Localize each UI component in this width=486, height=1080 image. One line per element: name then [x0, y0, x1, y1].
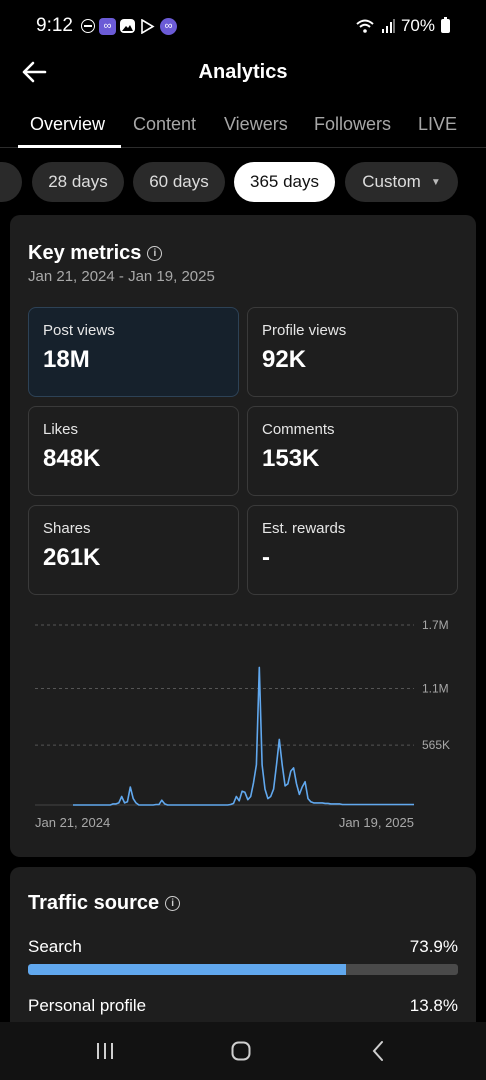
post-views-chart: 1.7M 1.1M 565K Jan 21, 2024 Jan 19, 2025: [35, 618, 450, 830]
chip-custom-label: Custom: [362, 172, 421, 191]
metric-label: Profile views: [262, 322, 347, 339]
key-metrics-title: Key metrics i: [28, 242, 163, 265]
key-metrics-card: Key metrics i Jan 21, 2024 - Jan 19, 202…: [10, 215, 476, 857]
notification-icons: ∞ ∞: [80, 17, 177, 35]
y-tick-label: 1.7M: [422, 618, 449, 632]
metric-post-views[interactable]: Post views 18M: [28, 307, 239, 397]
metric-profile-views[interactable]: Profile views 92K: [247, 307, 458, 397]
y-tick-label: 565K: [422, 738, 450, 752]
traffic-label: Personal profile: [28, 996, 147, 1015]
app-icon: ∞: [98, 17, 116, 35]
tab-viewers[interactable]: Viewers: [224, 114, 288, 134]
traffic-row-personal-profile: Personal profile 13.8%: [28, 996, 458, 1016]
system-nav-bar: [0, 1022, 486, 1080]
metric-label: Likes: [43, 421, 79, 438]
system-icons: 70%: [355, 16, 450, 36]
app-icon: ∞: [159, 17, 177, 35]
tab-live[interactable]: LIVE: [418, 114, 458, 134]
traffic-value: 73.9%: [409, 937, 458, 956]
x-tick-label: Jan 21, 2024: [35, 815, 110, 830]
app-header: Analytics: [0, 52, 486, 92]
traffic-label: Search: [28, 937, 82, 956]
analytics-tabs: Overview Content Viewers Followers LIVE: [0, 104, 486, 148]
metric-label: Est. rewards: [262, 520, 346, 537]
back-icon[interactable]: [363, 1036, 393, 1066]
status-bar: 9:12 ∞ ∞ 70%: [0, 0, 486, 52]
metric-label: Comments: [262, 421, 335, 438]
do-not-disturb-icon: [80, 19, 95, 33]
date-range-chips: 28 days 60 days 365 days Custom ▼: [0, 162, 486, 202]
wifi-icon: [356, 19, 374, 33]
signal-icon: [381, 19, 395, 33]
metric-shares[interactable]: Shares 261K: [28, 505, 239, 595]
traffic-bar-fill: [28, 964, 346, 975]
battery-icon: [441, 17, 450, 33]
tab-followers[interactable]: Followers: [314, 114, 392, 134]
x-tick-label: Jan 19, 2025: [339, 815, 414, 830]
key-metrics-title-text: Key metrics: [28, 242, 142, 264]
traffic-source-card: Traffic source i Search 73.9% Personal p…: [10, 867, 476, 1027]
chip-7-days-partial[interactable]: [0, 162, 22, 202]
traffic-row-search: Search 73.9%: [28, 937, 458, 957]
play-store-icon: [139, 18, 156, 35]
metric-value: 848K: [43, 445, 101, 472]
chip-60-days[interactable]: 60 days: [133, 162, 225, 202]
info-icon[interactable]: i: [147, 246, 163, 261]
traffic-source-title: Traffic source i: [28, 892, 181, 915]
metric-value: 92K: [262, 346, 307, 373]
battery-percent: 70%: [400, 16, 435, 35]
metric-label: Post views: [43, 322, 115, 339]
chip-365-days[interactable]: 365 days: [234, 162, 335, 202]
tab-overview[interactable]: Overview: [30, 114, 106, 134]
metric-comments[interactable]: Comments 153K: [247, 406, 458, 496]
metric-label: Shares: [43, 520, 91, 537]
metric-value: 261K: [43, 544, 101, 571]
active-tab-indicator: [18, 145, 121, 148]
status-time: 9:12: [36, 15, 73, 36]
caret-down-icon: ▼: [430, 176, 441, 188]
traffic-value: 13.8%: [409, 996, 458, 1015]
metric-likes[interactable]: Likes 848K: [28, 406, 239, 496]
recent-apps-icon[interactable]: [90, 1036, 120, 1066]
y-tick-label: 1.1M: [422, 682, 449, 696]
date-range: Jan 21, 2024 - Jan 19, 2025: [28, 268, 215, 285]
post-views-series-line: [73, 666, 414, 806]
metric-value: 153K: [262, 445, 320, 472]
back-arrow-icon[interactable]: [18, 56, 50, 88]
chip-custom[interactable]: Custom ▼: [345, 162, 458, 202]
home-icon[interactable]: [226, 1036, 256, 1066]
tab-content[interactable]: Content: [133, 114, 197, 134]
traffic-bar-search: [28, 964, 458, 975]
metric-est-rewards[interactable]: Est. rewards -: [247, 505, 458, 595]
info-icon[interactable]: i: [165, 896, 181, 911]
metric-value: -: [262, 544, 270, 571]
gallery-icon: [119, 19, 135, 33]
chip-28-days[interactable]: 28 days: [32, 162, 124, 202]
page-title: Analytics: [198, 60, 288, 83]
traffic-source-title-text: Traffic source: [28, 892, 160, 914]
metric-value: 18M: [43, 346, 90, 373]
